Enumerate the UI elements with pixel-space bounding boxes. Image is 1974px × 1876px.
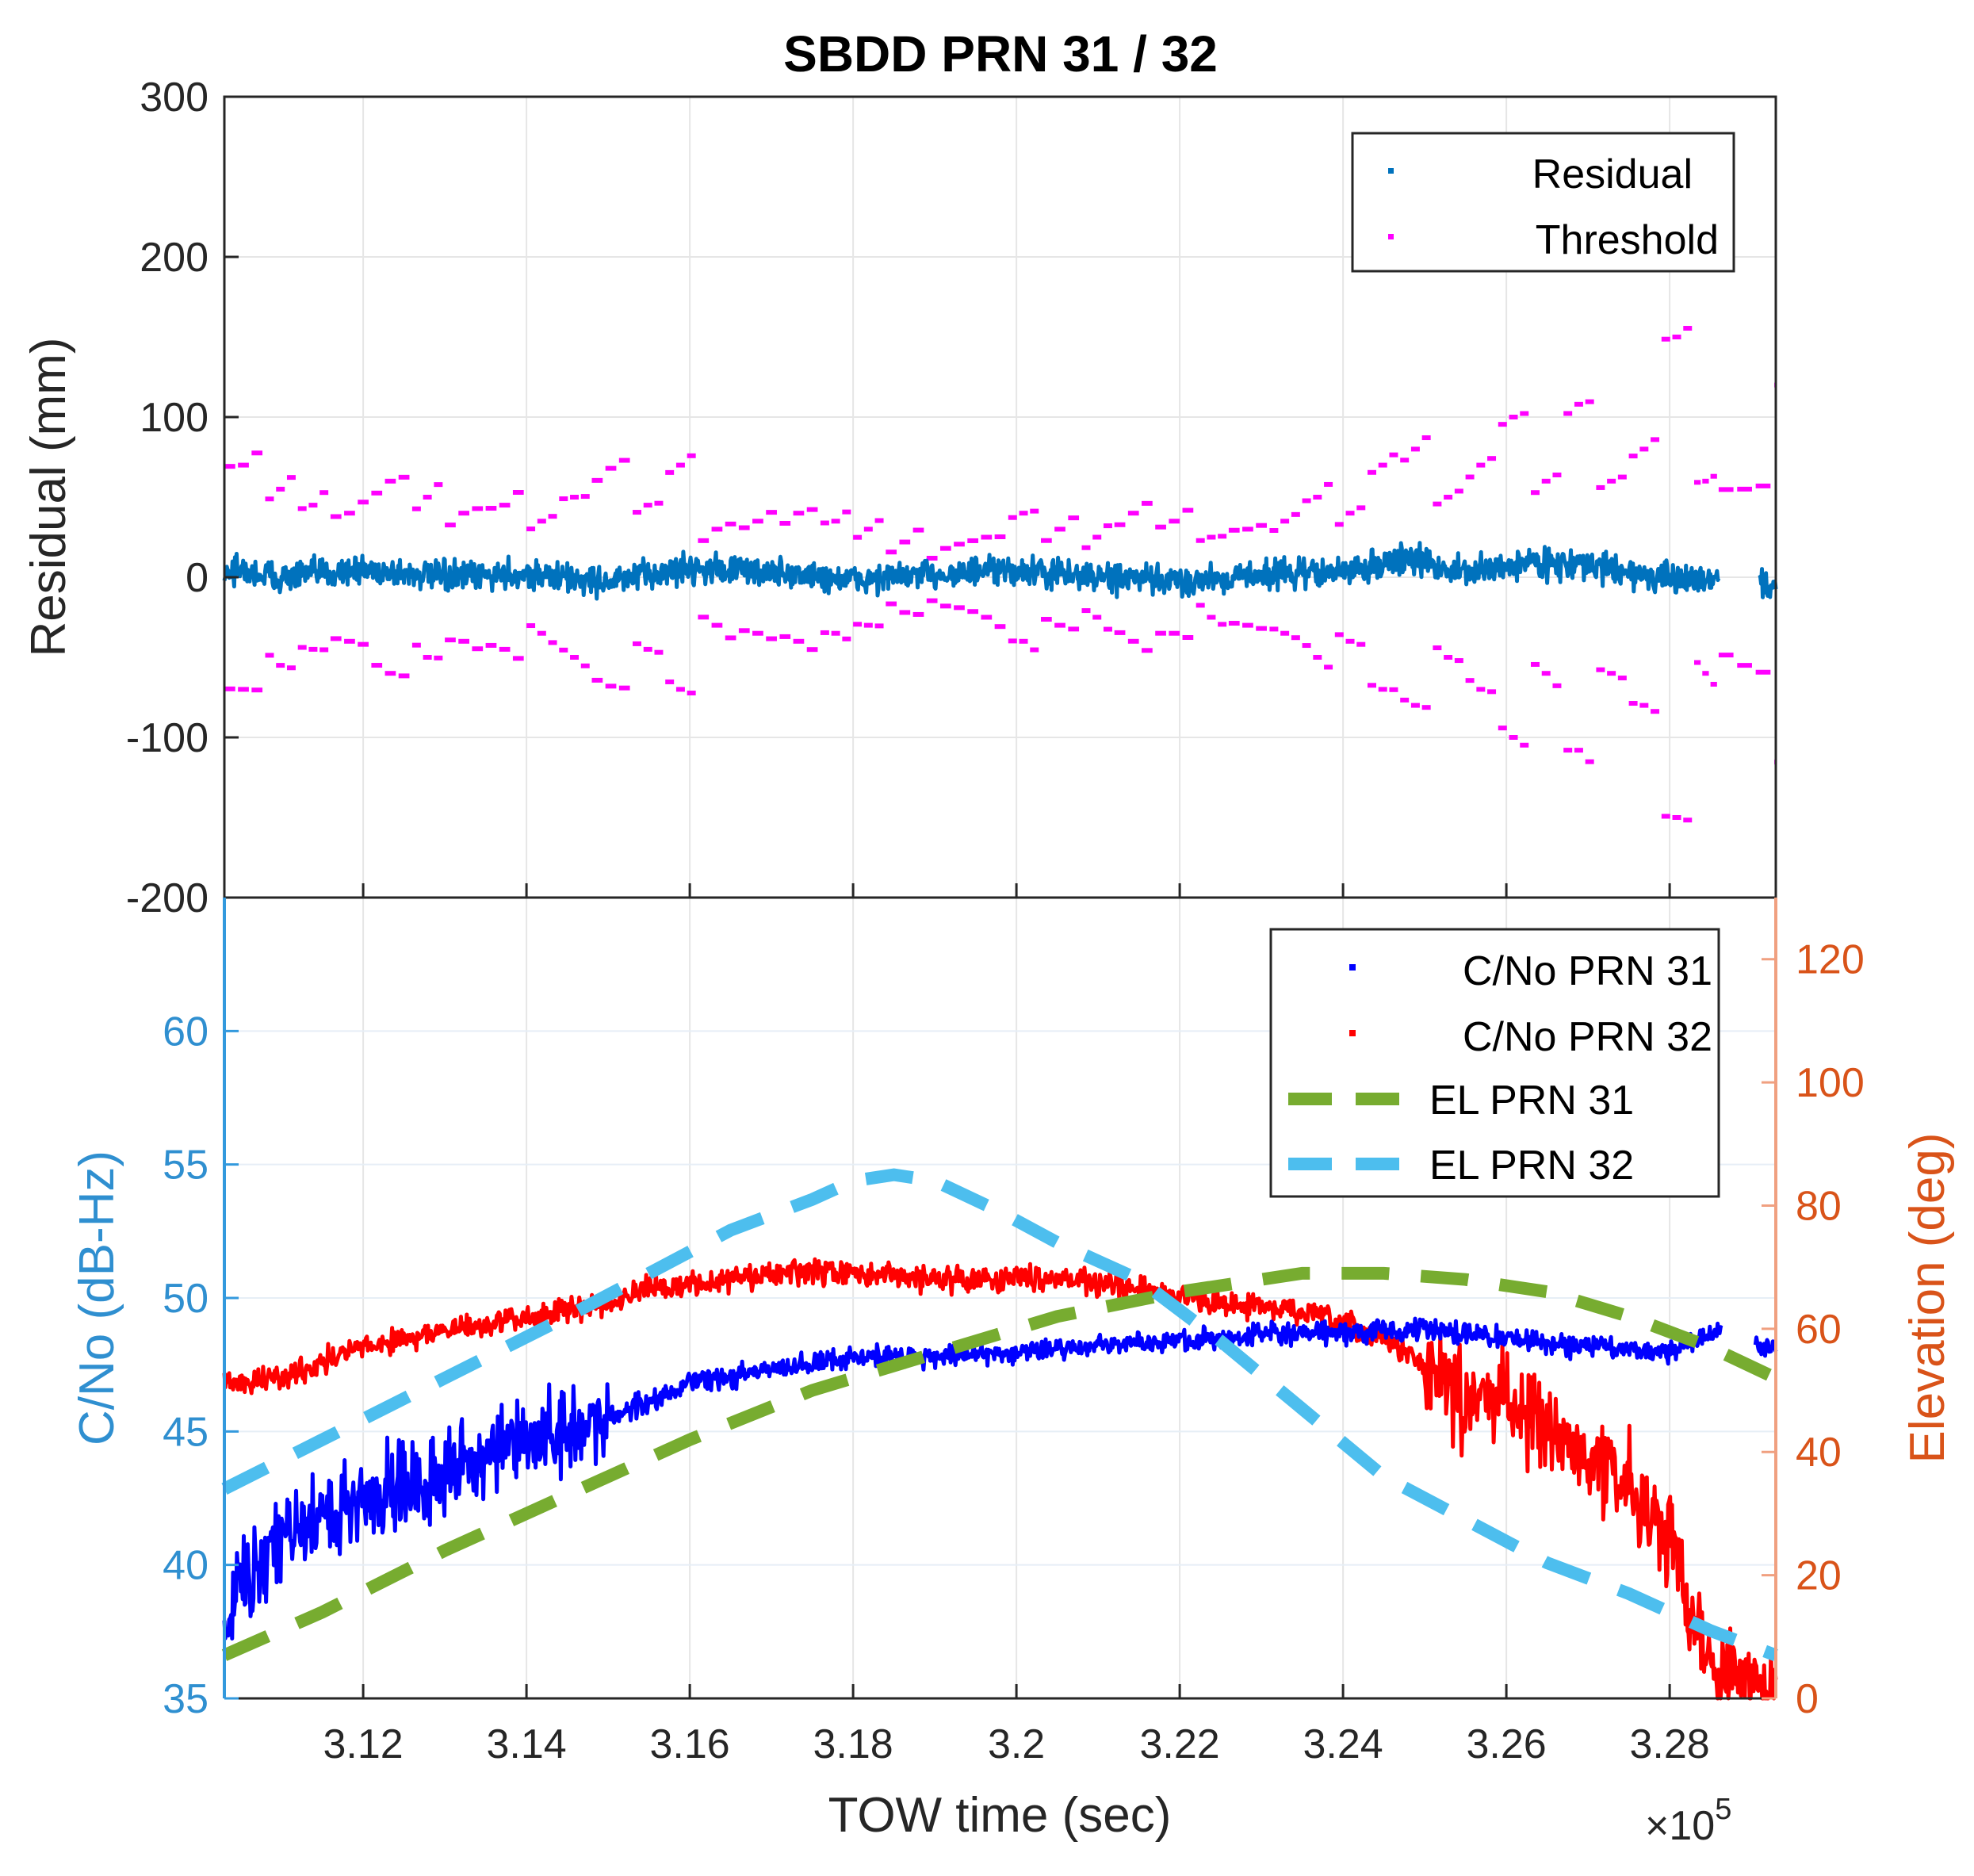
- residual-y-tick-label: -200: [126, 875, 208, 921]
- residual-y-tick-label: 100: [140, 395, 208, 441]
- x-tick-label: 3.28: [1629, 1721, 1709, 1767]
- residual-y-tick-label: 300: [140, 75, 208, 121]
- legend-label-threshold: Threshold: [1536, 217, 1719, 263]
- cno-y-tick-label: 40: [163, 1543, 208, 1589]
- x-tick-label: 3.2: [988, 1721, 1045, 1767]
- legend-label-residual: Residual: [1532, 151, 1693, 197]
- residual-y-tick-label: 200: [140, 235, 208, 281]
- residual-panel: 300 200 100 0 -100 -200 Residual (mm) Residua…: [21, 75, 1778, 921]
- x-tick-label: 3.16: [649, 1721, 729, 1767]
- residual-series: [222, 326, 1778, 823]
- cno-panel: 3.12 3.14 3.16 3.18 3.2 3.22 3.24 3.26 3.28 35 40…: [70, 883, 1955, 1849]
- x-tick-label: 3.12: [323, 1721, 403, 1767]
- legend-label-el-31: EL PRN 31: [1429, 1078, 1634, 1124]
- residual-legend-box: [1351, 132, 1735, 273]
- residual-y-tick-label: 0: [186, 555, 208, 601]
- x-tick-label: 3.14: [486, 1721, 566, 1767]
- cno-x-ticks: 3.12 3.14 3.16 3.18 3.2 3.22 3.24 3.26 3.28: [323, 883, 1710, 1767]
- legend-label-el-32: EL PRN 32: [1429, 1143, 1634, 1189]
- x-exponent-label: ×105: [1645, 1793, 1731, 1849]
- legend-marker-cno-32: [1349, 1030, 1356, 1036]
- elevation-y-tick-label: 100: [1796, 1060, 1865, 1106]
- cno-prn32-trace: [222, 1257, 1778, 1701]
- cno-y-tick-label: 35: [163, 1676, 208, 1722]
- cno-y-tick-label: 50: [163, 1276, 208, 1322]
- residual-y-label: Residual (mm): [21, 337, 76, 657]
- cno-legend-box: [1269, 928, 1720, 1198]
- cno-y-tick-label: 45: [163, 1409, 208, 1455]
- chart-title: SBDD PRN 31 / 32: [783, 25, 1218, 82]
- x-tick-label: 3.26: [1466, 1721, 1546, 1767]
- cno-y-tick-label: 55: [163, 1143, 208, 1189]
- residual-y-tick-label: -100: [126, 715, 208, 761]
- x-exponent-power: 5: [1715, 1793, 1731, 1826]
- legend-label-cno-31: C/No PRN 31: [1463, 948, 1712, 994]
- x-tick-label: 3.24: [1303, 1721, 1383, 1767]
- elevation-y-tick-label: 80: [1796, 1183, 1842, 1229]
- elevation-prn31-line: [221, 1266, 1779, 1661]
- cno-prn31-trace: [222, 1316, 1778, 1641]
- elevation-y-ticks: 0 20 40 60 80 100 120: [1762, 937, 1865, 1722]
- x-tick-label: 3.22: [1139, 1721, 1219, 1767]
- cno-y-label: C/No (dB-Hz): [70, 1150, 124, 1445]
- legend-marker-threshold: [1388, 234, 1394, 239]
- elevation-y-tick-label: 120: [1796, 937, 1865, 983]
- cno-y-tick-label: 60: [163, 1009, 208, 1055]
- x-tick-label: 3.18: [813, 1721, 893, 1767]
- elevation-y-tick-label: 40: [1796, 1430, 1842, 1476]
- cno-legend: C/No PRN 31 C/No PRN 32 EL PRN 31 EL PRN…: [1269, 928, 1720, 1198]
- x-axis-label: TOW time (sec): [828, 1788, 1172, 1843]
- x-exponent-base: ×10: [1645, 1803, 1715, 1849]
- residual-legend: Residual Threshold: [1351, 132, 1735, 273]
- elevation-prn32-line: [221, 1168, 1778, 1662]
- elevation-y-tick-label: 0: [1796, 1676, 1819, 1722]
- residual-y-ticks: 300 200 100 0 -100 -200: [126, 75, 239, 921]
- elevation-y-label: Elevation (deg): [1900, 1132, 1955, 1463]
- legend-marker-residual: [1388, 168, 1394, 174]
- elevation-y-tick-label: 20: [1796, 1553, 1842, 1599]
- cno-series: [221, 1168, 1779, 1701]
- residual-trace: [222, 541, 1778, 601]
- legend-marker-cno-31: [1349, 964, 1356, 971]
- elevation-y-tick-label: 60: [1796, 1307, 1842, 1353]
- cno-y-ticks: 35 40 45 50 55 60: [163, 1009, 239, 1722]
- legend-label-cno-32: C/No PRN 32: [1463, 1014, 1712, 1060]
